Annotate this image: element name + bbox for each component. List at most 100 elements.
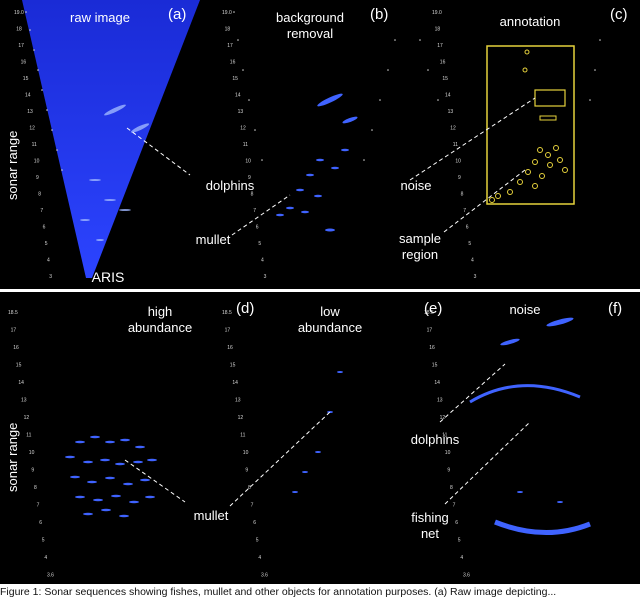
range-e-tick-label: 17 — [225, 328, 231, 334]
range-b-tick-label: 11 — [243, 142, 248, 148]
panel-b-title-line2: removal — [286, 26, 334, 41]
range-b-tick-label: 7 — [253, 208, 256, 214]
range-c-tick-label: 17 — [437, 43, 443, 49]
range-e-tick-label: 5 — [256, 538, 259, 544]
panel-b-tag: (b) — [370, 6, 389, 23]
range-b-tick-label: 14 — [235, 93, 241, 99]
range-e-tick-label: 11 — [240, 433, 245, 439]
range-c-tick-label: 19.0 — [432, 10, 442, 16]
range-a-tick-label: 17 — [18, 43, 24, 49]
range-b-tick-label: 18 — [225, 27, 231, 33]
range-d-tick-label: 13 — [21, 398, 27, 404]
panel-e-title-line2: abundance — [297, 320, 363, 335]
dolphins-label: dolphins — [205, 178, 255, 193]
range-b-tick-label: 17 — [227, 43, 233, 49]
panel-d-tag: (d) — [236, 300, 255, 317]
range-e-tick-label: 6 — [253, 520, 256, 526]
annotation-sample-region — [486, 45, 575, 205]
range-a-tick-label: 4 — [47, 258, 50, 264]
range-e-tick-label: 14 — [232, 380, 238, 386]
high-abundance-fish — [65, 435, 157, 518]
panel-d-title-line1: high — [147, 304, 173, 319]
range-d-tick-label: 14 — [18, 380, 24, 386]
mullet-label-bottom: mullet — [193, 508, 229, 523]
aris-label: ARIS — [91, 269, 125, 285]
bg-removed-fish — [276, 93, 358, 232]
sonar-range-axis-label-top: sonar range — [5, 130, 20, 200]
range-f-tick-label: 10 — [445, 450, 451, 456]
range-a-tick-label: 8 — [38, 192, 41, 198]
range-d-tick-label: 5 — [42, 538, 45, 544]
range-f-tick-label: 18.5 — [424, 310, 434, 316]
range-f-tick-label: 12 — [440, 415, 446, 421]
range-b-tick-label: 19.0 — [222, 10, 232, 16]
range-f-tick-label: 8 — [450, 485, 453, 491]
range-a-tick-label: 16 — [21, 60, 27, 66]
tick-dots — [25, 11, 601, 171]
range-e-tick-label: 18.5 — [222, 310, 232, 316]
range-c-tick-label: 18 — [435, 27, 441, 33]
range-e-tick-label: 9 — [245, 468, 248, 474]
range-b-tick-label: 5 — [258, 241, 261, 247]
range-f-tick-label: 4 — [460, 555, 463, 561]
range-f-tick-label: 5 — [458, 538, 461, 544]
annotation-noise-box — [534, 89, 566, 107]
range-b-tick-label: 6 — [256, 225, 259, 231]
panel-f-title: noise — [509, 302, 541, 317]
range-c-tick-label: 3 — [474, 274, 477, 280]
row-top-graphics: 19.0 18 17 16 15 14 13 12 11 10 9 8 7 6 5 4 3 19.0 18 17 16 1… — [14, 0, 601, 280]
range-f-tick-label: 6 — [455, 520, 458, 526]
range-c-tick-label: 15 — [442, 76, 448, 82]
range-b-tick-label: 3 — [264, 274, 267, 280]
figure-caption: Figure 1: Sonar sequences showing fishes… — [0, 586, 557, 598]
leader-lines — [126, 97, 536, 236]
panel-a-tag: (a) — [168, 6, 187, 23]
range-a-tick-label: 14 — [25, 93, 31, 99]
figure-row-bottom: 18.5 17 16 15 14 13 12 11 10 9 8 7 6 5 4 3.6 18.5 17 16 15 1… — [0, 292, 640, 584]
range-e-tick-label: 16 — [227, 345, 233, 351]
dolphins-label-bottom: dolphins — [410, 432, 460, 447]
range-e-tick-label: 13 — [235, 398, 241, 404]
range-b-tick-label: 15 — [232, 76, 238, 82]
range-c-tick-label: 6 — [466, 225, 469, 231]
annotation-circles — [489, 49, 568, 203]
range-a-tick-label: 18 — [16, 27, 22, 33]
range-b-tick-label: 8 — [251, 192, 254, 198]
range-e-tick-label: 7 — [251, 503, 254, 509]
range-e-tick-label: 4 — [258, 555, 261, 561]
range-c-tick-label: 10 — [455, 159, 461, 165]
sample-region-label-line1: sample — [399, 231, 441, 246]
range-c-tick-label: 14 — [445, 93, 451, 99]
range-e-tick-label: 10 — [243, 450, 249, 456]
range-a-tick-label: 10 — [34, 159, 40, 165]
range-d-tick-label: 17 — [11, 328, 17, 334]
panel-a-title: raw image — [70, 10, 130, 25]
range-f-tick-label: 9 — [447, 468, 450, 474]
range-a-tick-label: 15 — [23, 76, 29, 82]
range-c-tick-label: 13 — [448, 109, 454, 115]
panel-d-title-line2: abundance — [127, 320, 193, 335]
range-a-tick-label: 5 — [45, 241, 48, 247]
range-a-tick-label: 13 — [27, 109, 33, 115]
range-d-tick-label: 7 — [37, 503, 40, 509]
range-c-tick-label: 8 — [461, 192, 464, 198]
range-d-tick-label: 6 — [39, 520, 42, 526]
range-d-tick-label: 8 — [34, 485, 37, 491]
range-b-tick-label: 4 — [261, 258, 264, 264]
range-a-tick-label: 3 — [49, 274, 52, 280]
panel-e-title-line1: low — [320, 304, 340, 319]
range-d-tick-label: 3.6 — [47, 573, 54, 579]
range-d-tick-label: 18.5 — [8, 310, 18, 316]
range-f-tick-label: 7 — [453, 503, 456, 509]
range-a-tick-label: 19.0 — [14, 10, 24, 16]
range-b-tick-label: 10 — [245, 159, 251, 165]
range-d-tick-label: 9 — [31, 468, 34, 474]
row-bottom-graphics: 18.5 17 16 15 14 13 12 11 10 9 8 7 6 5 4 3.6 18.5 17 16 15 1… — [8, 310, 591, 579]
range-b-tick-label: 16 — [230, 60, 236, 66]
range-c-tick-label: 16 — [440, 60, 446, 66]
range-c-tick-label: 7 — [463, 208, 466, 214]
range-f-tick-label: 14 — [434, 380, 440, 386]
row-divider — [0, 289, 640, 292]
range-c-tick-label: 9 — [458, 175, 461, 181]
